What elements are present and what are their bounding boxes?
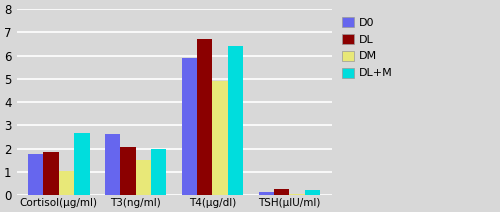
Bar: [228, 46, 243, 195]
Bar: [28, 154, 44, 195]
Bar: [74, 134, 90, 195]
Bar: [105, 134, 120, 195]
Bar: [136, 160, 151, 195]
Bar: [59, 171, 74, 195]
Bar: [182, 58, 197, 195]
Bar: [151, 149, 166, 195]
Bar: [44, 152, 59, 195]
Bar: [290, 194, 304, 195]
Bar: [304, 190, 320, 195]
Bar: [197, 39, 212, 195]
Bar: [274, 189, 289, 195]
Bar: [258, 192, 274, 195]
Legend: D0, DL, DM, DL+M: D0, DL, DM, DL+M: [340, 15, 395, 81]
Bar: [120, 147, 136, 195]
Bar: [212, 81, 228, 195]
